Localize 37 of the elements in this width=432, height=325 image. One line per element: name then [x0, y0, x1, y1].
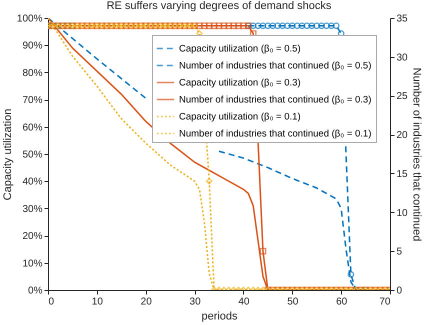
y-tick-label: 0% — [28, 286, 43, 296]
y2-tick-label: 20 — [396, 130, 408, 142]
y-axis-title: Capacity utilization — [2, 108, 14, 200]
y2-tick-label: 10 — [396, 208, 408, 219]
legend-label: Number of industries that continued (β₀ = 0.1) — [179, 128, 372, 140]
x-axis-title: periods — [201, 310, 238, 322]
y2-tick-label: 5 — [396, 246, 402, 258]
y2-tick-label: 0 — [396, 286, 402, 296]
chart-title: RE suffers varying degrees of demand shocks — [106, 0, 332, 12]
x-tick-label: 60 — [336, 296, 348, 308]
x-tick-label: 70 — [379, 296, 391, 308]
y2-tick-label: 25 — [396, 91, 408, 102]
legend-label: Capacity utilization (β₀ = 0.3) — [179, 78, 301, 88]
legend-label: Capacity utilization (β₀ = 0.1) — [179, 112, 301, 122]
y-tick-label: 40% — [22, 176, 43, 188]
legend-label: Number of industries that continued (β₀ = 0.3) — [179, 94, 372, 106]
y-tick-label: 50% — [22, 150, 43, 160]
x-tick-label: 40 — [238, 296, 250, 308]
y-tick-label: 30% — [22, 204, 43, 215]
x-tick-label: 30 — [190, 296, 202, 308]
y2-tick-label: 30 — [396, 52, 408, 64]
y-tick-label: 90% — [22, 40, 43, 52]
y-tick-label: 80% — [22, 68, 43, 79]
legend-label: Number of industries that continued (β₀ = 0.5) — [179, 60, 372, 72]
y2-tick-label: 35 — [396, 14, 408, 24]
y-tick-label: 70% — [22, 95, 43, 106]
x-tick-label: 0 — [48, 296, 54, 308]
legend-label: Capacity utilization (β₀ = 0.5) — [179, 44, 301, 54]
y-tick-label: 100% — [16, 14, 43, 24]
y2-axis-title: Number of industries that continued — [410, 68, 423, 242]
y-tick-label: 60% — [22, 122, 43, 134]
y-tick-label: 10% — [22, 258, 43, 270]
x-tick-label: 20 — [140, 296, 152, 308]
x-tick-label: 10 — [92, 296, 104, 308]
y-tick-label: 20% — [22, 231, 43, 242]
x-tick-label: 50 — [287, 296, 299, 308]
y2-tick-label: 15 — [396, 168, 408, 180]
